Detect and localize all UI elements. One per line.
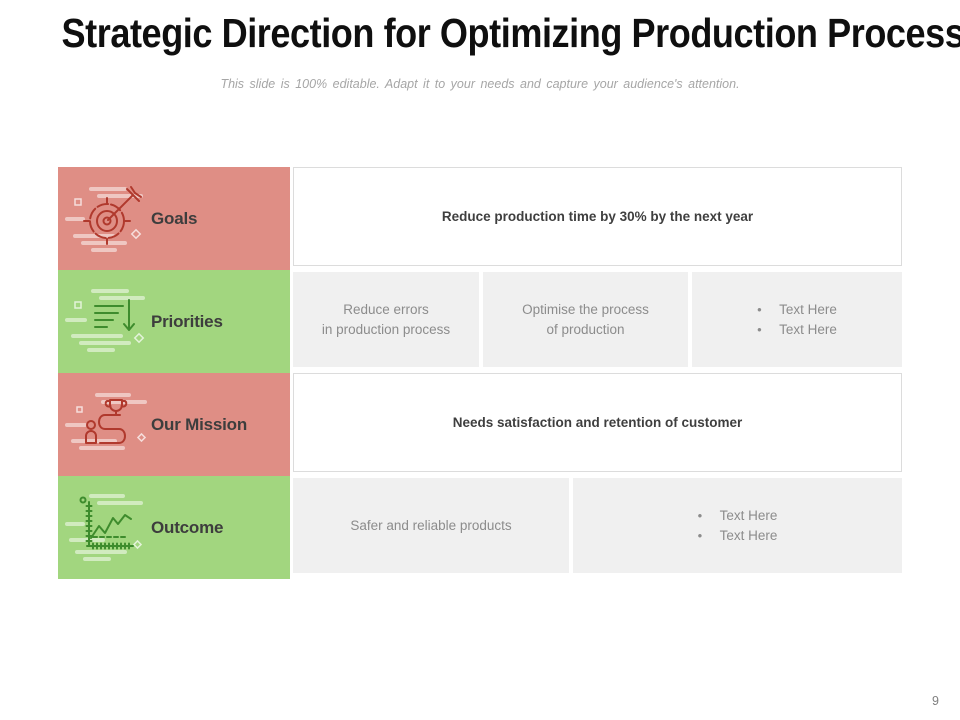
table-row-mission: Our Mission Needs satisfaction and reten…: [58, 373, 902, 476]
strategy-table: Goals Reduce production time by 30% by t…: [58, 167, 902, 579]
row-label-goals: Goals: [151, 208, 198, 228]
outcome-label-cell: Outcome: [58, 476, 290, 579]
row-label-mission: Our Mission: [151, 414, 248, 434]
mission-path-icon: [63, 385, 159, 465]
bullet-text: Text Here: [779, 321, 837, 337]
cell-text-line: Optimise the process: [522, 301, 649, 317]
goals-content: Reduce production time by 30% by the nex…: [293, 167, 902, 270]
subtitle: This slide is 100% editable. Adapt it to…: [220, 77, 740, 91]
bullet-text: Text Here: [779, 301, 837, 317]
priorities-content: Reduce errors in production process Opti…: [293, 270, 902, 373]
growth-chart-icon: [63, 488, 159, 568]
page-number: 9: [932, 694, 939, 708]
cell-text-line: Reduce errors: [343, 301, 429, 317]
list-item: • Text Here: [698, 506, 778, 526]
bullet-list: • Text Here • Text Here: [698, 506, 778, 546]
bullet-text: Text Here: [719, 507, 778, 523]
outcome-cell-2: • Text Here • Text Here: [573, 478, 902, 573]
priorities-cell-3: • Text Here • Text Here: [692, 272, 902, 367]
priorities-cell-1: Reduce errors in production process: [293, 272, 479, 367]
row-label-outcome: Outcome: [151, 517, 224, 537]
priorities-label-cell: Priorities: [58, 270, 290, 373]
goals-label-cell: Goals: [58, 167, 290, 270]
mission-content: Needs satisfaction and retention of cust…: [293, 373, 902, 476]
outcome-cell-1: Safer and reliable products: [293, 478, 569, 573]
bullet-icon: •: [697, 527, 703, 543]
target-dart-icon: [63, 179, 159, 259]
outcome-content: Safer and reliable products • Text Here …: [293, 476, 902, 579]
table-row-goals: Goals Reduce production time by 30% by t…: [58, 167, 902, 270]
mission-label-cell: Our Mission: [58, 373, 290, 476]
page-title-text: Strategic Direction for Optimizing Produ…: [61, 10, 960, 56]
bullet-text: Text Here: [719, 527, 778, 543]
table-row-outcome: Outcome Safer and reliable products • Te…: [58, 476, 902, 579]
list-item: • Text Here: [757, 320, 837, 340]
list-item: • Text Here: [757, 300, 837, 320]
bullet-icon: •: [757, 301, 762, 317]
bullet-list: • Text Here • Text Here: [757, 300, 837, 340]
page-title: Strategic Direction for Optimizing Produ…: [0, 10, 960, 57]
priority-sort-icon: [63, 282, 159, 362]
mission-text-cell: Needs satisfaction and retention of cust…: [293, 373, 902, 472]
cell-text-line: of production: [546, 321, 625, 337]
cell-text-line: in production process: [321, 321, 451, 337]
goals-text-cell: Reduce production time by 30% by the nex…: [293, 167, 902, 266]
bullet-icon: •: [697, 507, 703, 523]
bullet-icon: •: [757, 321, 762, 337]
priorities-cell-2: Optimise the process of production: [483, 272, 688, 367]
table-row-priorities: Priorities Reduce errors in production p…: [58, 270, 902, 373]
list-item: • Text Here: [698, 526, 778, 546]
row-label-priorities: Priorities: [151, 311, 223, 331]
